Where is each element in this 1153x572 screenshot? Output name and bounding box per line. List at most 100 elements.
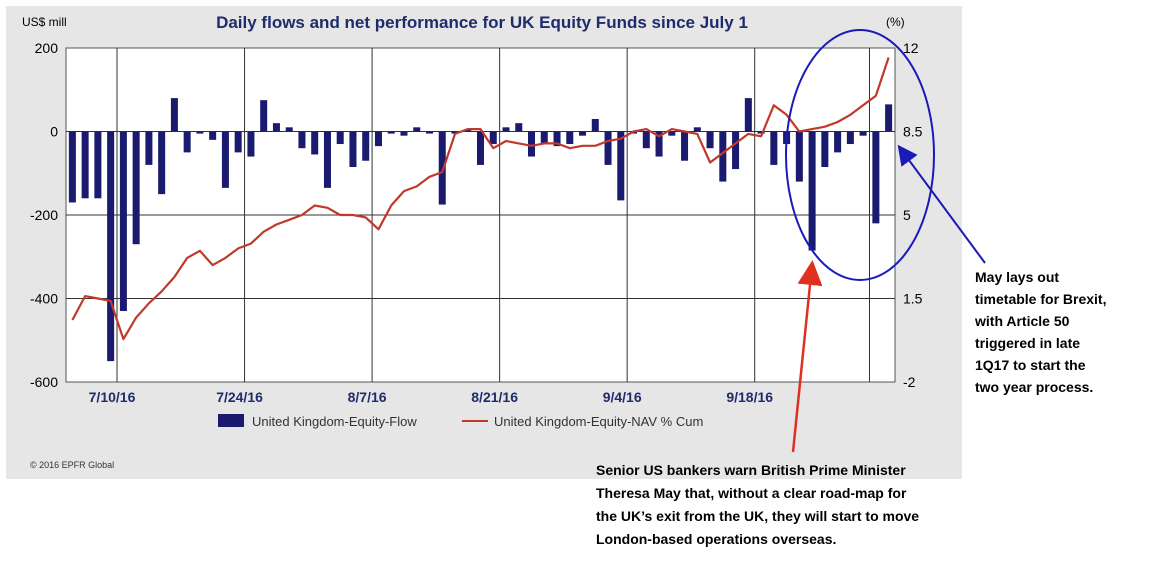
bottom-note: Senior US bankers warn British Prime Min… <box>596 462 919 547</box>
flow-bar <box>387 131 395 134</box>
y-right-tick-label: 12 <box>903 40 919 56</box>
bar-layer <box>68 98 893 362</box>
flow-bar <box>744 98 752 132</box>
flow-bar <box>183 131 191 153</box>
flow-bar <box>566 131 574 145</box>
y-right-tick-label: 8.5 <box>903 124 923 140</box>
y-left-tick-label: 0 <box>50 124 58 140</box>
x-tick-label: 8/7/16 <box>348 389 387 405</box>
flow-bar <box>591 118 599 132</box>
right-note: May lays out timetable for Brexit, with Ar… <box>974 269 1106 395</box>
flow-bar <box>451 131 459 134</box>
right-note-line: 1Q17 to start the <box>975 357 1086 373</box>
flow-bar <box>476 131 485 165</box>
y-left-tick-label: -600 <box>30 374 58 390</box>
flow-bar <box>757 131 765 134</box>
x-tick-label: 9/18/16 <box>726 389 773 405</box>
flow-bar <box>489 131 497 145</box>
bottom-arrow <box>791 260 823 453</box>
flow-bar <box>336 131 344 145</box>
flow-bar <box>362 131 370 161</box>
tick-layer: 200 0 -200 -400 -600 12 8.5 5 1.5 -2 7/10/16 7/24/1… <box>30 40 923 405</box>
flow-bar <box>540 131 548 145</box>
flow-bar <box>145 131 153 165</box>
flow-bar <box>706 131 714 149</box>
flow-bar <box>872 131 880 224</box>
flow-bar <box>158 131 166 195</box>
y-right-tick-label: -2 <box>903 374 916 390</box>
chart-title: Daily flows and net performance for UK E… <box>216 13 748 32</box>
y-left-tick-label: 200 <box>35 40 59 56</box>
flow-bar <box>528 131 536 157</box>
bottom-note-line: London-based operations overseas. <box>596 531 836 547</box>
flow-bar <box>808 131 816 251</box>
highlight-circle <box>785 29 935 281</box>
grid-layer <box>66 48 895 382</box>
flow-bar <box>94 131 102 199</box>
flow-bar <box>795 131 803 182</box>
nav-line <box>71 57 890 341</box>
right-note-line: two year process. <box>975 379 1093 395</box>
flow-bar <box>693 127 701 132</box>
flow-bar <box>260 100 268 132</box>
flow-bar <box>170 98 178 132</box>
flow-bar <box>311 131 319 155</box>
right-note-line: triggered in late <box>975 335 1080 351</box>
flow-bar <box>502 127 510 132</box>
y-right-tick-label: 5 <box>903 207 911 223</box>
flow-bar <box>834 131 842 153</box>
y-left-tick-label: -200 <box>30 207 58 223</box>
flow-bar <box>272 123 280 132</box>
flow-bar <box>438 131 446 205</box>
line-layer <box>71 57 890 341</box>
flow-bar <box>681 131 689 161</box>
right-arrow <box>897 144 986 264</box>
bottom-note-line: Theresa May that, without a clear road-m… <box>596 485 907 501</box>
flow-bar <box>821 131 829 167</box>
x-tick-label: 7/24/16 <box>216 389 263 405</box>
flow-bar <box>81 131 89 199</box>
flow-bar <box>323 131 331 188</box>
flow-bar <box>515 123 523 132</box>
flow-bar <box>298 131 306 149</box>
flow-bar <box>579 131 587 136</box>
flow-bar <box>119 131 127 312</box>
right-note-line: with Article 50 <box>974 313 1070 329</box>
flow-bar <box>400 131 408 136</box>
flow-bar <box>732 131 740 170</box>
flow-bar <box>68 131 76 203</box>
legend-label-nav: United Kingdom-Equity-NAV % Cum <box>494 414 703 429</box>
flow-bar <box>221 131 229 188</box>
flow-bar <box>285 127 293 132</box>
flow-bar <box>719 131 727 182</box>
right-note-line: timetable for Brexit, <box>975 291 1106 307</box>
flow-bar <box>464 129 472 132</box>
y-right-tick-label: 1.5 <box>903 291 923 307</box>
flow-bar <box>107 131 115 362</box>
flow-bar <box>655 131 663 157</box>
flow-bar <box>413 127 421 132</box>
y-left-unit: US$ mill <box>22 15 67 29</box>
flow-bar <box>553 131 561 147</box>
legend-label-flow: United Kingdom-Equity-Flow <box>252 414 417 429</box>
flow-bar <box>604 131 612 165</box>
right-note-line: May lays out <box>975 269 1059 285</box>
x-tick-label: 7/10/16 <box>89 389 136 405</box>
y-left-tick-label: -400 <box>30 291 58 307</box>
flow-bar <box>196 131 204 134</box>
flow-bar <box>770 131 778 165</box>
bottom-note-line: the UK’s exit from the UK, they will sta… <box>596 508 919 524</box>
flow-bar <box>859 131 867 136</box>
copyright: © 2016 EPFR Global <box>30 460 114 470</box>
flow-bar <box>349 131 357 167</box>
flow-bar <box>846 131 854 145</box>
x-tick-label: 8/21/16 <box>471 389 518 405</box>
flow-bar <box>885 104 893 132</box>
legend-bar-swatch <box>218 414 244 427</box>
flow-bar <box>374 131 382 147</box>
flow-bar <box>209 131 217 140</box>
flow-bar <box>132 131 140 245</box>
flow-bar <box>642 131 650 149</box>
flow-bar <box>425 131 433 134</box>
